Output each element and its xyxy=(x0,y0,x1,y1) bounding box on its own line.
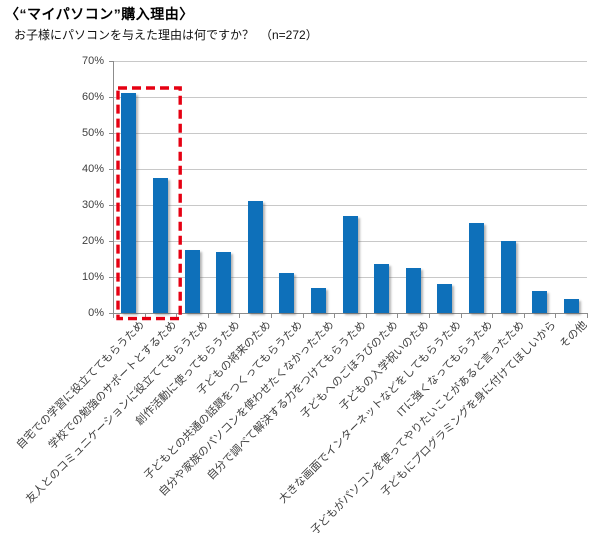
x-axis-tick xyxy=(303,314,304,318)
x-axis-tick xyxy=(587,314,588,318)
x-axis-category-label: 学校での勉強のサポートとするため xyxy=(46,319,179,452)
bar xyxy=(501,241,516,313)
y-axis-tick xyxy=(109,277,113,278)
bar xyxy=(279,273,294,313)
bar xyxy=(406,268,421,313)
x-axis-tick xyxy=(397,314,398,318)
y-axis-tick-label: 40% xyxy=(81,163,104,175)
gridline xyxy=(113,97,587,98)
y-axis-tick-label: 60% xyxy=(81,91,104,103)
bar xyxy=(343,216,358,313)
x-axis-category-label: その他 xyxy=(557,319,590,351)
y-axis-tick xyxy=(109,133,113,134)
y-axis-tick xyxy=(109,205,113,206)
bar xyxy=(185,250,200,313)
gridline xyxy=(113,169,587,170)
bar xyxy=(532,291,547,313)
x-axis-tick xyxy=(239,314,240,318)
bar xyxy=(374,264,389,313)
y-axis-tick xyxy=(109,241,113,242)
bar xyxy=(248,201,263,313)
bar xyxy=(311,288,326,313)
bar xyxy=(216,252,231,313)
y-axis-line xyxy=(113,61,114,314)
x-axis-category-label: 自宅での学習に役立ててもらうため xyxy=(14,319,148,452)
bar xyxy=(437,284,452,313)
x-axis-tick xyxy=(208,314,209,318)
bar xyxy=(469,223,484,313)
x-axis-tick xyxy=(492,314,493,318)
bar xyxy=(121,93,136,313)
bar xyxy=(153,178,168,313)
x-axis-tick xyxy=(555,314,556,318)
x-axis-tick xyxy=(366,314,367,318)
gridline xyxy=(113,61,587,62)
gridline xyxy=(113,205,587,206)
x-axis-tick xyxy=(145,314,146,318)
x-axis-tick xyxy=(271,314,272,318)
chart-title: 〈“マイパソコン”購入理由〉 xyxy=(5,6,194,22)
x-axis-tick xyxy=(461,314,462,318)
gridline xyxy=(113,133,587,134)
x-axis-tick xyxy=(113,314,114,318)
x-axis-line xyxy=(113,313,588,314)
x-axis-tick xyxy=(429,314,430,318)
y-axis-tick-label: 50% xyxy=(81,127,104,139)
y-axis-tick xyxy=(109,313,113,314)
highlight-box xyxy=(116,86,182,321)
y-axis-tick-label: 70% xyxy=(81,55,104,67)
y-axis-tick xyxy=(109,97,113,98)
y-axis-tick xyxy=(109,61,113,62)
y-axis-tick xyxy=(109,169,113,170)
bar xyxy=(564,299,579,313)
y-axis-tick-label: 20% xyxy=(81,235,104,247)
x-axis-tick xyxy=(176,314,177,318)
x-axis-tick xyxy=(524,314,525,318)
y-axis-tick-label: 10% xyxy=(81,271,104,283)
chart-subtitle: お子様にパソコンを与えた理由は何ですか？ （n=272） xyxy=(14,28,318,42)
y-axis-tick-label: 0% xyxy=(88,307,104,319)
x-axis-tick xyxy=(334,314,335,318)
y-axis-tick-label: 30% xyxy=(81,199,104,211)
